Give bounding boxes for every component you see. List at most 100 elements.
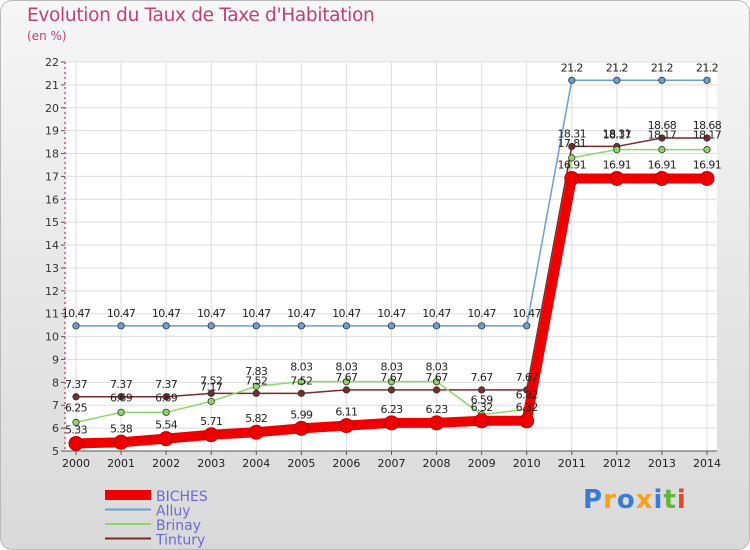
legend-label: Brinay: [156, 518, 201, 534]
data-label: 7.17: [200, 380, 223, 393]
x-tick-label: 2003: [197, 457, 225, 470]
data-label: 18.17: [648, 129, 677, 142]
data-point: [478, 386, 486, 394]
data-label: 21.2: [606, 61, 628, 74]
data-label: 10.47: [332, 307, 361, 320]
data-point: [68, 435, 84, 451]
data-point: [613, 146, 621, 154]
data-label: 18.31: [603, 127, 632, 140]
data-label: 18.68: [648, 119, 677, 132]
y-tick-label: 8: [52, 376, 59, 389]
y-tick-label: 21: [45, 79, 59, 92]
data-point: [519, 413, 535, 429]
data-point: [342, 386, 351, 394]
x-tick-label: 2010: [513, 457, 541, 470]
x-tick-label: 2001: [107, 457, 135, 470]
data-point: [658, 76, 666, 84]
data-point: [252, 389, 260, 397]
y-tick-label: 13: [45, 262, 59, 275]
data-label: 5.54: [155, 419, 178, 432]
x-tick-label: 2014: [693, 457, 721, 470]
data-point: [342, 322, 351, 330]
data-label: 10.47: [512, 307, 541, 320]
data-label: 8.03: [290, 361, 313, 374]
data-label: 16.91: [648, 158, 677, 171]
data-point: [252, 322, 260, 330]
data-label: 6.69: [155, 391, 178, 404]
data-label: 7.67: [471, 371, 494, 384]
data-point: [162, 408, 170, 416]
data-point: [158, 431, 174, 447]
data-point: [658, 134, 666, 142]
data-label: 6.82: [516, 388, 538, 401]
data-label: 7.37: [65, 378, 88, 391]
data-label: 7.52: [200, 374, 222, 387]
data-point: [432, 378, 441, 386]
data-point: [613, 76, 621, 84]
logo-letter: i: [676, 485, 687, 515]
y-tick-label: 7: [52, 399, 59, 412]
logo-letter: P: [583, 485, 604, 515]
data-point: [523, 322, 531, 330]
data-label: 10.47: [422, 307, 451, 320]
x-tick-label: 2009: [468, 457, 496, 470]
data-label: 10.47: [467, 307, 496, 320]
data-label: 5.38: [110, 422, 133, 435]
data-point: [207, 397, 215, 405]
data-point: [429, 415, 445, 431]
data-label: 5.99: [290, 408, 313, 421]
data-point: [113, 434, 129, 450]
y-tick-label: 22: [45, 56, 59, 69]
chart-title: Evolution du Taux de Taxe d'Habitation: [27, 5, 375, 26]
y-tick-label: 5: [52, 445, 59, 458]
data-label: 16.91: [558, 158, 587, 171]
data-point: [432, 322, 441, 330]
logo-letter: i: [653, 485, 664, 515]
data-label: 7.67: [380, 371, 403, 384]
data-label: 10.47: [107, 307, 136, 320]
x-tick-label: 2000: [62, 457, 90, 470]
legend-label: Tintury: [155, 533, 205, 549]
data-label: 21.2: [651, 61, 673, 74]
x-tick-label: 2012: [603, 457, 631, 470]
data-label: 6.32: [471, 401, 493, 414]
legend-label: Alluy: [156, 504, 191, 520]
data-point: [387, 378, 396, 386]
data-label: 7.83: [245, 365, 268, 378]
data-point: [203, 427, 219, 443]
data-point: [342, 378, 351, 386]
x-tick-label: 2007: [377, 457, 405, 470]
y-tick-label: 15: [45, 216, 59, 229]
y-tick-label: 6: [52, 422, 59, 435]
y-tick-label: 9: [52, 353, 59, 366]
data-label: 10.47: [242, 307, 271, 320]
data-point: [162, 322, 170, 330]
data-point: [297, 322, 305, 330]
data-label: 10.47: [197, 307, 226, 320]
data-label: 6.23: [380, 403, 403, 416]
x-tick-label: 2013: [648, 457, 676, 470]
data-label: 16.91: [693, 158, 722, 171]
x-tick-label: 2011: [558, 457, 586, 470]
data-label: 7.67: [426, 371, 449, 384]
data-point: [609, 170, 625, 186]
data-label: 5.71: [200, 415, 222, 428]
data-point: [568, 142, 576, 151]
data-point: [72, 418, 80, 426]
data-point: [252, 382, 260, 390]
data-label: 7.52: [290, 374, 312, 387]
logo-letter: x: [635, 485, 654, 515]
data-label: 10.47: [287, 307, 316, 320]
y-tick-label: 19: [45, 125, 59, 138]
logo-letter: o: [616, 485, 636, 515]
data-point: [564, 170, 580, 186]
data-point: [72, 322, 80, 330]
data-point: [703, 76, 711, 84]
data-point: [297, 389, 305, 397]
data-point: [568, 76, 576, 84]
x-tick-label: 2006: [332, 457, 360, 470]
data-point: [478, 322, 486, 330]
data-label: 18.17: [693, 129, 722, 142]
data-point: [293, 420, 309, 436]
